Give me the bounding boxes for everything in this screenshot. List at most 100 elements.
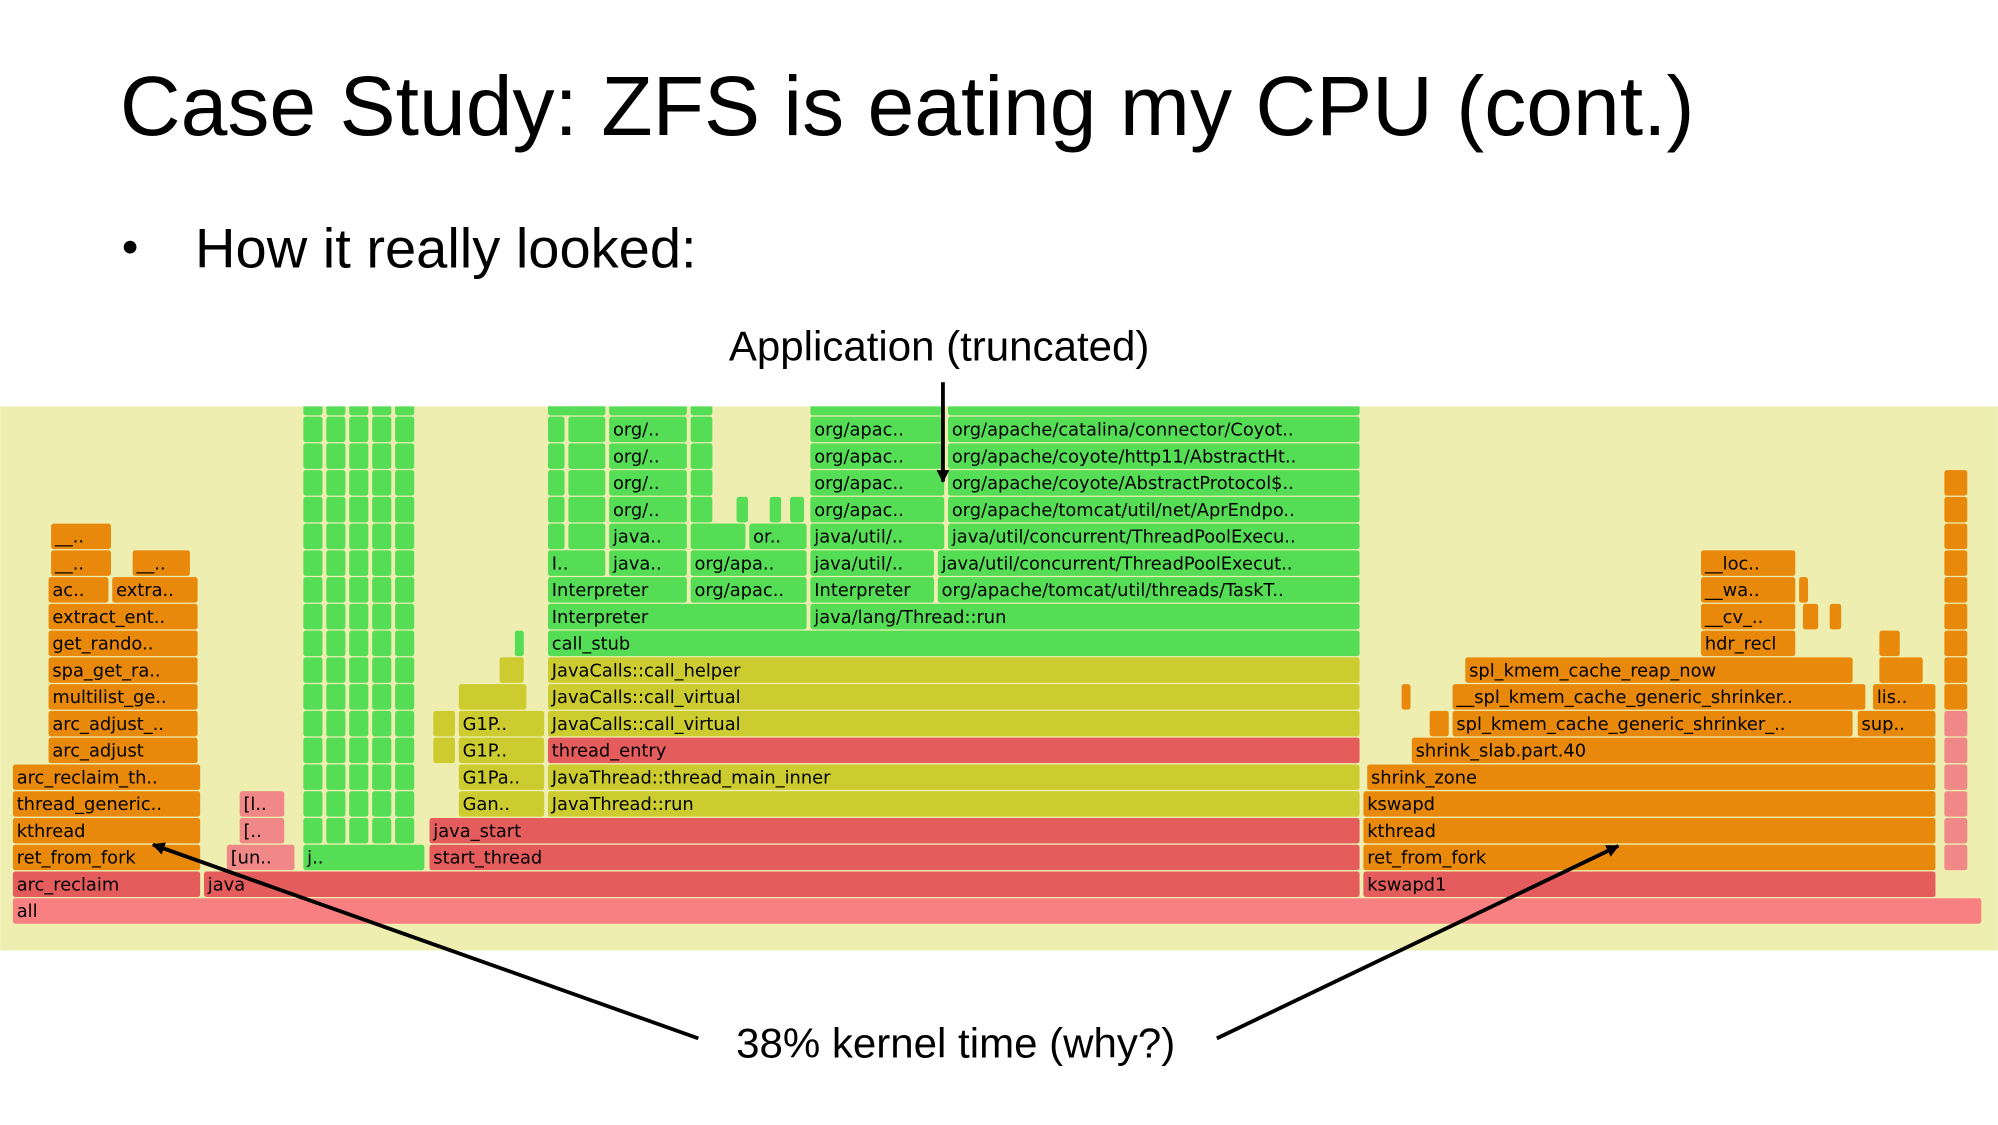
frame [372,817,392,844]
frame [568,496,606,523]
frame-label: all [17,901,38,922]
frame-label: java/util/.. [813,553,903,574]
slide-title: Case Study: ZFS is eating my CPU (cont.) [120,59,1695,153]
frame [303,577,323,603]
frame [547,406,606,416]
frame-label: org/apac.. [814,446,904,467]
frame [433,710,455,737]
frame [1944,710,1968,737]
frame [326,496,346,523]
frame-label: sup.. [1862,714,1905,735]
frame-label: java/util/concurrent/ThreadPoolExecut.. [941,553,1293,574]
frame [609,406,687,416]
frame-label: spa_get_ra.. [52,660,160,681]
frame [1363,844,1936,871]
frame [395,523,415,550]
frame [810,523,945,550]
frame [349,577,369,603]
frame-label: java/util/concurrent/ThreadPoolExecu.. [951,527,1296,548]
frame-label: org/.. [613,473,660,494]
frame [429,844,1360,871]
frame [132,550,190,576]
frame [514,630,524,657]
frame-label: java/lang/Thread::run [813,607,1006,628]
frame-label: org/.. [613,500,660,521]
frame [1944,791,1968,817]
frame-label: JavaThread::thread_main_inner [551,767,831,788]
frame [303,550,323,576]
frame [51,523,111,550]
frame [547,791,1360,817]
frame [1944,764,1968,790]
frame [372,791,392,817]
frame [226,844,295,871]
frame [395,657,415,683]
frame [372,470,392,496]
frame-label: j.. [306,848,323,869]
frame-label: start_thread [433,848,542,869]
frame [433,737,455,764]
frame [499,657,524,683]
frame [1944,523,1968,550]
frame [349,443,369,469]
frame [690,577,807,603]
frame-label: call_stub [552,634,630,655]
frame-label: I.. [552,553,569,574]
frame-label: JavaCalls::call_virtual [551,714,741,735]
frame [1944,470,1968,496]
frame [810,470,945,496]
frame [372,523,392,550]
frame-label: arc_reclaim [17,874,120,895]
frame [349,737,369,764]
frame [1879,630,1900,657]
frame [769,496,782,523]
frame [1802,603,1819,630]
frame [1465,657,1853,683]
frame [395,737,415,764]
frame [48,630,198,657]
frame-label: kswapd [1367,794,1435,815]
frame [1411,737,1936,764]
frame-label: java.. [612,527,662,548]
frame [609,443,687,469]
frame [568,470,606,496]
frame [458,737,545,764]
frame [948,470,1360,496]
frame [349,630,369,657]
frame [395,443,415,469]
bullet-text: How it really looked: [195,217,697,280]
frame [395,416,415,443]
frame [547,630,1360,657]
frame [349,523,369,550]
frame-label: Gan.. [463,794,510,815]
frame [48,577,109,603]
frame [239,791,285,817]
frame [395,791,415,817]
frame [1873,684,1936,710]
frame [547,416,565,443]
frame-label: org/apac.. [814,500,904,521]
frame-label: [l.. [243,794,266,815]
frame [810,496,945,523]
frame [1944,817,1968,844]
frame [1701,603,1796,630]
frame-label: extra.. [116,580,174,601]
frame-label: org/apache/catalina/connector/Coyot.. [952,420,1294,441]
frame [1944,630,1968,657]
frame [1363,817,1936,844]
frame [326,710,346,737]
frame-label: kthread [17,821,86,842]
frame [547,443,565,469]
frame [1944,496,1968,523]
frame [1401,684,1411,710]
frame [326,603,346,630]
frame [1429,710,1449,737]
frame [395,406,415,416]
frame [303,764,323,790]
frame [790,496,805,523]
frame-label: ret_from_fork [1367,848,1487,869]
frame [458,764,545,790]
frame [349,496,369,523]
frame-label: java.. [612,553,662,574]
frame-label: extract_ent.. [52,607,165,628]
